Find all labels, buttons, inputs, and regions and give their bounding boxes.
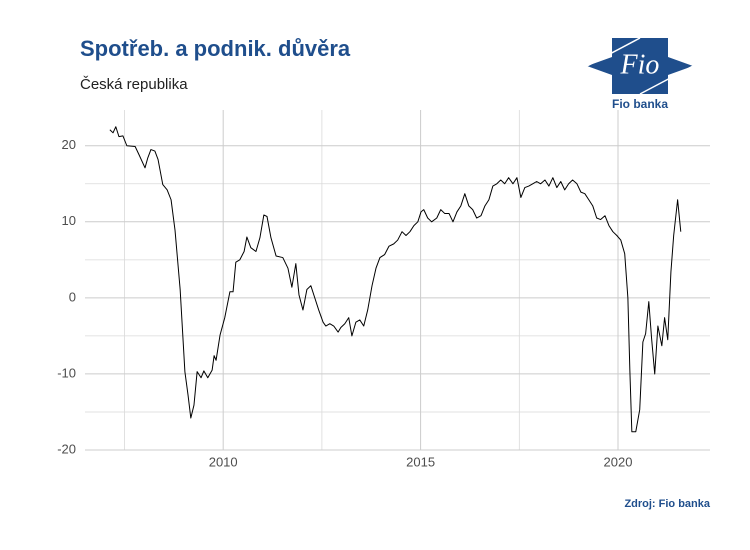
y-tick-label: 10 <box>62 213 76 228</box>
chart-subtitle: Česká republika <box>80 76 188 93</box>
logo-stroke <box>586 37 641 67</box>
logo-text: Fio <box>620 49 660 80</box>
y-tick-label: -20 <box>57 441 76 456</box>
x-tick-label: 2020 <box>604 454 633 469</box>
chart-title: Spotřeb. a podnik. důvěra <box>80 36 351 61</box>
logo-left-wing <box>587 57 612 75</box>
source-note: Zdroj: Fio banka <box>624 498 710 510</box>
y-tick-label: 0 <box>69 289 76 304</box>
logo-stroke <box>639 65 694 95</box>
x-tick-label: 2010 <box>209 454 238 469</box>
logo-right-wing <box>668 57 693 75</box>
logo-caption: Fio banka <box>612 97 668 111</box>
x-tick-label: 2015 <box>406 454 435 469</box>
y-tick-label: 20 <box>62 137 76 152</box>
logo: Fio Fio banka <box>586 37 694 111</box>
data-line <box>109 126 682 433</box>
y-tick-label: -10 <box>57 365 76 380</box>
